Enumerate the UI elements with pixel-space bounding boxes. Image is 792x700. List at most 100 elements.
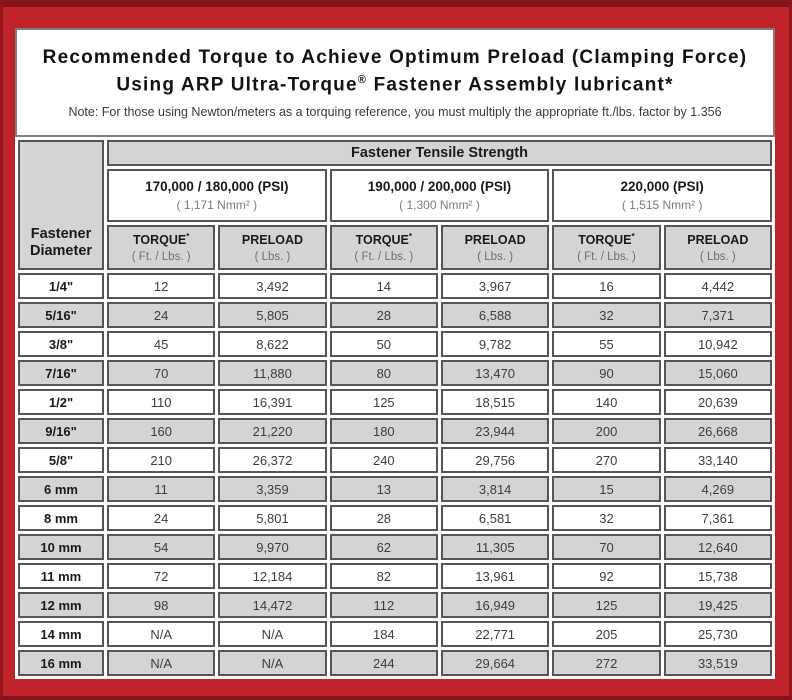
preload-value-cell: 26,372	[218, 447, 327, 473]
table-row: 5/16" 24 5,805 28 6,588 32 7,371	[18, 302, 772, 328]
preload-value-cell: 15,060	[663, 360, 772, 386]
torque-value-cell: 92	[552, 563, 661, 589]
diameter-cell: 5/16"	[18, 302, 104, 328]
torque-value-cell: 270	[552, 447, 661, 473]
torque-label-text: TORQUE	[355, 233, 409, 248]
torque-value-cell: 70	[107, 360, 216, 386]
table-row: 7/16" 70 11,880 80 13,470 90 15,060	[18, 360, 772, 386]
title-line2-post: Fastener Assembly lubricant*	[367, 74, 674, 96]
torque-value-cell: 55	[552, 331, 661, 357]
torque-column-header: TORQUE* ( Ft. / Lbs. )	[107, 225, 216, 270]
diameter-cell: 14 mm	[18, 621, 104, 647]
preload-value-cell: 19,425	[663, 592, 772, 618]
preload-value-cell: 15,738	[663, 563, 772, 589]
preload-column-header: PRELOAD ( Lbs. )	[218, 225, 327, 270]
torque-value-cell: 140	[552, 389, 661, 415]
psi-group-170-180: 170,000 / 180,000 (PSI) ( 1,171 Nmm² )	[107, 169, 327, 222]
torque-column-header: TORQUE* ( Ft. / Lbs. )	[552, 225, 661, 270]
preload-column-header: PRELOAD ( Lbs. )	[440, 225, 550, 270]
preload-value-cell: 21,220	[218, 418, 327, 444]
preload-label-text: PRELOAD	[687, 233, 749, 248]
preload-units-label: ( Lbs. )	[699, 250, 736, 263]
table-row: 1/2" 110 16,391 125 18,515 140 20,639	[18, 389, 772, 415]
torque-value-cell: 210	[107, 447, 216, 473]
preload-value-cell: 13,470	[440, 360, 550, 386]
torque-value-cell: N/A	[107, 621, 216, 647]
preload-value-cell: 3,814	[440, 476, 550, 502]
table-row: 9/16" 160 21,220 180 23,944 200 26,668	[18, 418, 772, 444]
torque-asterisk: *	[631, 232, 635, 242]
registered-trademark-symbol: ®	[357, 73, 368, 86]
page-title-line2: Using ARP Ultra-Torque® Fastener Assembl…	[116, 69, 673, 96]
preload-value-cell: 6,588	[440, 302, 550, 328]
tensile-strength-header-row: Fastener Diameter Fastener Tensile Stren…	[18, 140, 772, 270]
preload-label-text: PRELOAD	[464, 233, 526, 248]
torque-value-cell: 14	[329, 273, 438, 299]
torque-value-cell: 11	[107, 476, 216, 502]
tensile-strength-header: Fastener Tensile Strength	[107, 140, 772, 166]
table-row: 16 mm N/A N/A 244 29,664 272 33,519	[18, 650, 772, 676]
psi-group-190-200: 190,000 / 200,000 (PSI) ( 1,300 Nmm² )	[329, 169, 550, 222]
nmm-label: ( 1,171 Nmm² )	[176, 198, 258, 212]
torque-label: TORQUE*	[554, 232, 658, 247]
preload-value-cell: 20,639	[663, 389, 772, 415]
torque-value-cell: 28	[329, 505, 438, 531]
torque-asterisk: *	[408, 232, 413, 242]
torque-label: TORQUE*	[109, 232, 213, 247]
torque-value-cell: 80	[329, 360, 438, 386]
preload-units-label: ( Lbs. )	[254, 250, 291, 263]
card-content: Recommended Torque to Achieve Optimum Pr…	[15, 28, 775, 679]
psi-label: 220,000 (PSI)	[620, 179, 704, 194]
preload-value-cell: N/A	[218, 621, 327, 647]
torque-units-label: ( Ft. / Lbs. )	[577, 250, 636, 263]
preload-value-cell: 12,184	[218, 563, 327, 589]
preload-value-cell: 7,371	[663, 302, 772, 328]
torque-value-cell: 16	[552, 273, 661, 299]
torque-value-cell: 240	[329, 447, 438, 473]
torque-value-cell: 125	[552, 592, 661, 618]
torque-value-cell: 180	[329, 418, 438, 444]
preload-value-cell: 18,515	[440, 389, 550, 415]
preload-value-cell: 22,771	[440, 621, 550, 647]
torque-value-cell: 112	[329, 592, 438, 618]
torque-value-cell: 70	[552, 534, 661, 560]
diameter-cell: 12 mm	[18, 592, 104, 618]
torque-value-cell: 200	[552, 418, 661, 444]
torque-value-cell: 160	[107, 418, 216, 444]
conversion-note: Note: For those using Newton/meters as a…	[68, 105, 722, 120]
torque-preload-table: Fastener Diameter Fastener Tensile Stren…	[15, 137, 775, 679]
table-row: 14 mm N/A N/A 184 22,771 205 25,730	[18, 621, 772, 647]
torque-value-cell: 13	[329, 476, 438, 502]
torque-value-cell: 45	[107, 331, 216, 357]
torque-value-cell: 244	[329, 650, 438, 676]
preload-value-cell: 9,970	[218, 534, 327, 560]
torque-value-cell: 12	[107, 273, 216, 299]
torque-value-cell: 90	[552, 360, 661, 386]
table-row: 1/4" 12 3,492 14 3,967 16 4,442	[18, 273, 772, 299]
preload-value-cell: 11,880	[218, 360, 327, 386]
torque-value-cell: 272	[552, 650, 661, 676]
table-row: 11 mm 72 12,184 82 13,961 92 15,738	[18, 563, 772, 589]
table-row: 3/8" 45 8,622 50 9,782 55 10,942	[18, 331, 772, 357]
preload-value-cell: 3,967	[440, 273, 550, 299]
diameter-cell: 5/8"	[18, 447, 104, 473]
torque-value-cell: 32	[552, 302, 661, 328]
preload-value-cell: 3,492	[218, 273, 327, 299]
table-row: 8 mm 24 5,801 28 6,581 32 7,361	[18, 505, 772, 531]
preload-value-cell: 25,730	[663, 621, 772, 647]
torque-units-label: ( Ft. / Lbs. )	[131, 250, 191, 263]
table-row: 10 mm 54 9,970 62 11,305 70 12,640	[18, 534, 772, 560]
preload-value-cell: 16,391	[218, 389, 327, 415]
diameter-cell: 8 mm	[18, 505, 104, 531]
torque-value-cell: 110	[107, 389, 216, 415]
torque-label: TORQUE*	[332, 232, 436, 247]
diameter-cell: 10 mm	[18, 534, 104, 560]
fastener-diameter-header: Fastener Diameter	[18, 140, 104, 270]
preload-value-cell: 4,442	[663, 273, 772, 299]
title-panel: Recommended Torque to Achieve Optimum Pr…	[15, 28, 775, 137]
column-header-row: TORQUE* ( Ft. / Lbs. ) PRELOAD ( Lbs. ) …	[18, 225, 772, 270]
fastener-diameter-line2: Diameter	[29, 243, 93, 259]
page-title-line1: Recommended Torque to Achieve Optimum Pr…	[42, 46, 748, 68]
preload-value-cell: 33,519	[663, 650, 772, 676]
